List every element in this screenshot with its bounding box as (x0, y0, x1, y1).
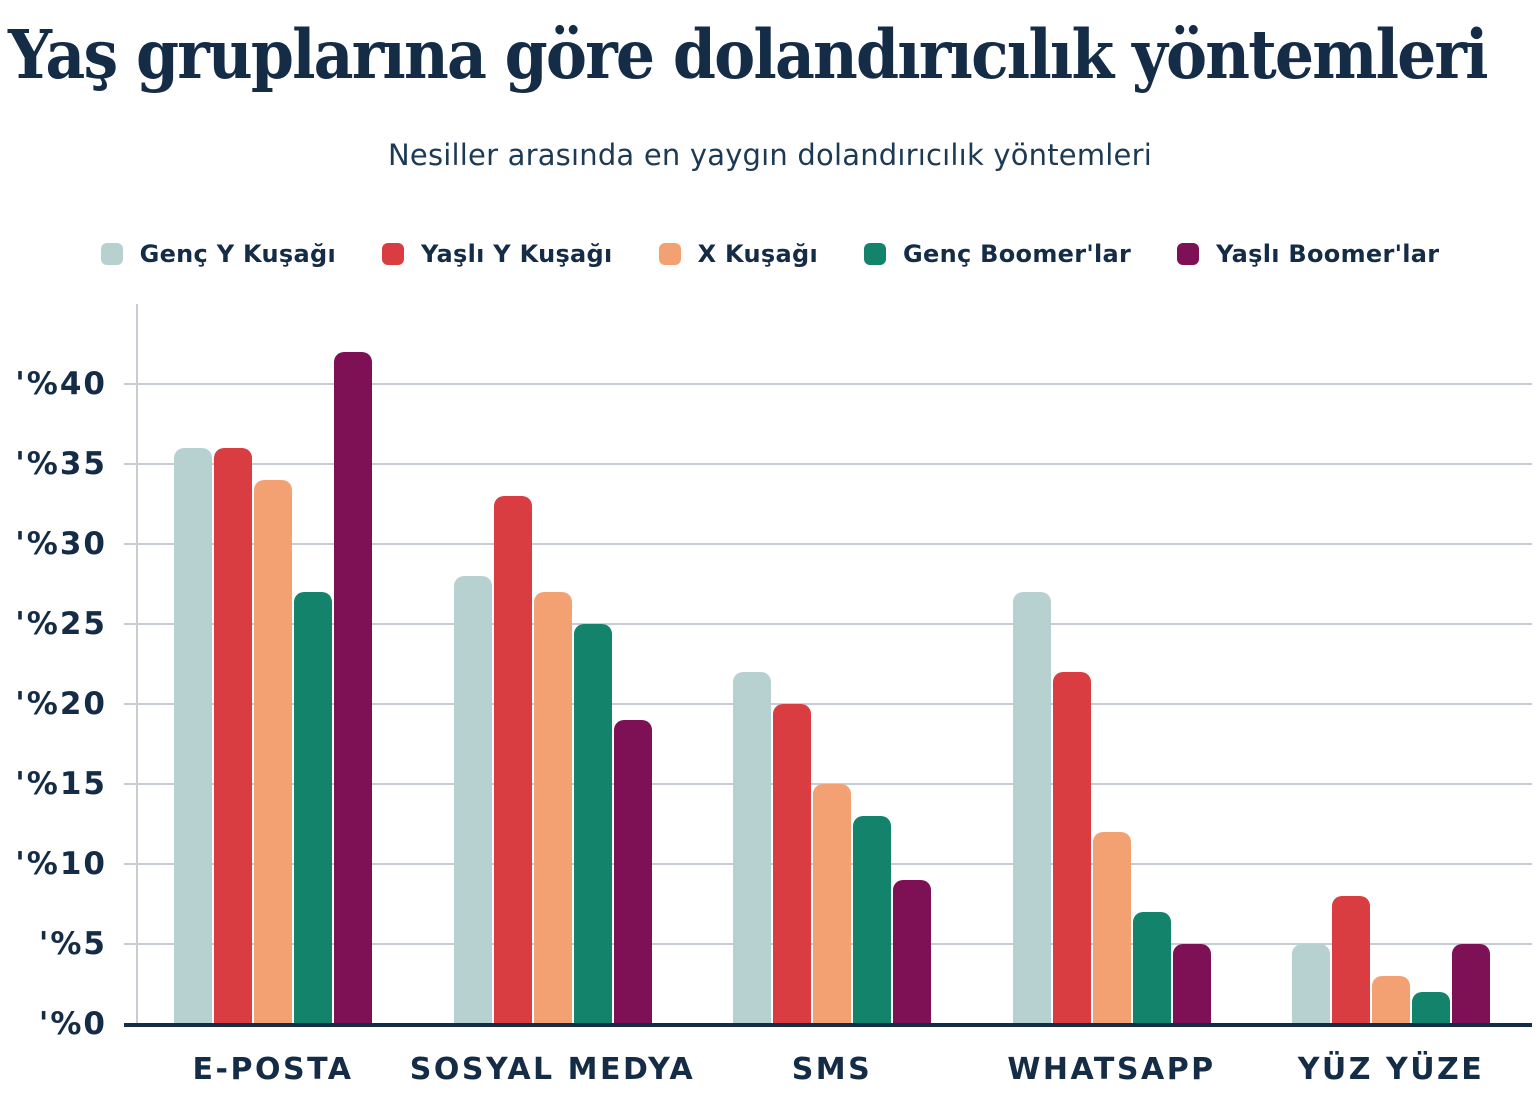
bar-gen-boomer-lar-sms (853, 816, 891, 1024)
legend-label: Genç Y Kuşağı (139, 240, 337, 268)
bar-gen-y-ku-a-y-z-y-ze (1292, 944, 1330, 1024)
x-axis-label-sosyal-medya: SOSYAL MEDYA (409, 1052, 696, 1087)
bar-gen-boomer-lar-sosyal-medya (573, 624, 612, 1024)
gridline-40 (124, 383, 1532, 385)
legend-swatch-icon (1177, 243, 1200, 265)
legend-item-gen-y-ku-a: Genç Y Kuşağı (100, 240, 337, 268)
y-axis-tick-label: '%10 (15, 846, 107, 882)
legend-swatch-icon (100, 243, 123, 265)
bar-ya-l-y-ku-a-sosyal-medya (493, 496, 532, 1024)
x-axis-label-y-z-y-ze: YÜZ YÜZE (1297, 1052, 1485, 1087)
bar-gen-boomer-lar-y-z-y-ze (1412, 992, 1450, 1024)
legend-swatch-icon (864, 243, 886, 265)
x-axis-label-e-posta: E-POSTA (192, 1052, 354, 1087)
y-axis-tick-label: '%15 (15, 766, 107, 802)
bar-x-ku-a-whatsapp (1092, 832, 1131, 1024)
y-axis-tick-label: '%30 (15, 526, 107, 562)
bar-ya-l-boomer-lar-sosyal-medya (613, 720, 652, 1024)
gridline-25 (124, 623, 1532, 625)
bar-ya-l-y-ku-a-y-z-y-ze (1332, 896, 1370, 1024)
y-axis-tick-label: '%40 (15, 366, 107, 402)
legend-item-ya-l-boomer-lar: Yaşlı Boomer'lar (1177, 240, 1439, 268)
page-title: Yaş gruplarına göre dolandırıcılık yönte… (8, 15, 1489, 94)
y-axis-tick-label: '%20 (15, 686, 107, 722)
y-axis-tick-label: '%5 (38, 926, 107, 962)
bar-ya-l-boomer-lar-e-posta (334, 352, 372, 1024)
x-axis-label-sms: SMS (791, 1052, 873, 1087)
legend-item-x-ku-a: X Kuşağı (658, 240, 818, 268)
gridline-20 (124, 703, 1532, 705)
bar-ya-l-boomer-lar-sms (893, 880, 931, 1024)
bar-x-ku-a-sosyal-medya (533, 592, 572, 1024)
bar-ya-l-boomer-lar-whatsapp (1172, 944, 1211, 1024)
y-axis-line (136, 304, 138, 1024)
bar-gen-boomer-lar-e-posta (294, 592, 332, 1024)
bar-gen-y-ku-a-sosyal-medya (453, 576, 492, 1024)
bar-x-ku-a-sms (813, 784, 851, 1024)
chart-legend: Genç Y Kuşağı Yaşlı Y Kuşağı X Kuşağı Genç … (0, 234, 1540, 274)
y-axis-tick-label: '%25 (15, 606, 107, 642)
legend-label: X Kuşağı (697, 240, 818, 268)
bar-gen-y-ku-a-sms (733, 672, 771, 1024)
gridline-30 (124, 543, 1532, 545)
bar-ya-l-y-ku-a-e-posta (214, 448, 252, 1024)
y-axis-tick-label: '%0 (38, 1006, 107, 1042)
legend-label: Yaşlı Boomer'lar (1216, 240, 1440, 268)
legend-label: Genç Boomer'lar (903, 240, 1132, 268)
legend-swatch-icon (382, 243, 405, 265)
legend-item-gen-boomer-lar: Genç Boomer'lar (864, 240, 1131, 268)
bar-gen-y-ku-a-whatsapp (1012, 592, 1051, 1024)
x-axis-line (124, 1023, 1532, 1027)
bar-ya-l-y-ku-a-sms (773, 704, 811, 1024)
legend-swatch-icon (658, 243, 681, 265)
y-axis-tick-label: '%35 (15, 446, 107, 482)
x-axis-label-whatsapp: WHATSAPP (1007, 1052, 1216, 1087)
bar-ya-l-boomer-lar-y-z-y-ze (1452, 944, 1490, 1024)
bar-ya-l-y-ku-a-whatsapp (1052, 672, 1091, 1024)
bar-x-ku-a-e-posta (254, 480, 292, 1024)
bar-x-ku-a-y-z-y-ze (1372, 976, 1410, 1024)
legend-item-ya-l-y-ku-a: Yaşlı Y Kuşağı (382, 240, 613, 268)
bar-gen-boomer-lar-whatsapp (1132, 912, 1171, 1024)
bar-gen-y-ku-a-e-posta (174, 448, 212, 1024)
chart-subtitle: Nesiller arasında en yaygın dolandırıcıl… (388, 138, 1152, 172)
legend-label: Yaşlı Y Kuşağı (421, 240, 613, 268)
gridline-35 (124, 463, 1532, 465)
